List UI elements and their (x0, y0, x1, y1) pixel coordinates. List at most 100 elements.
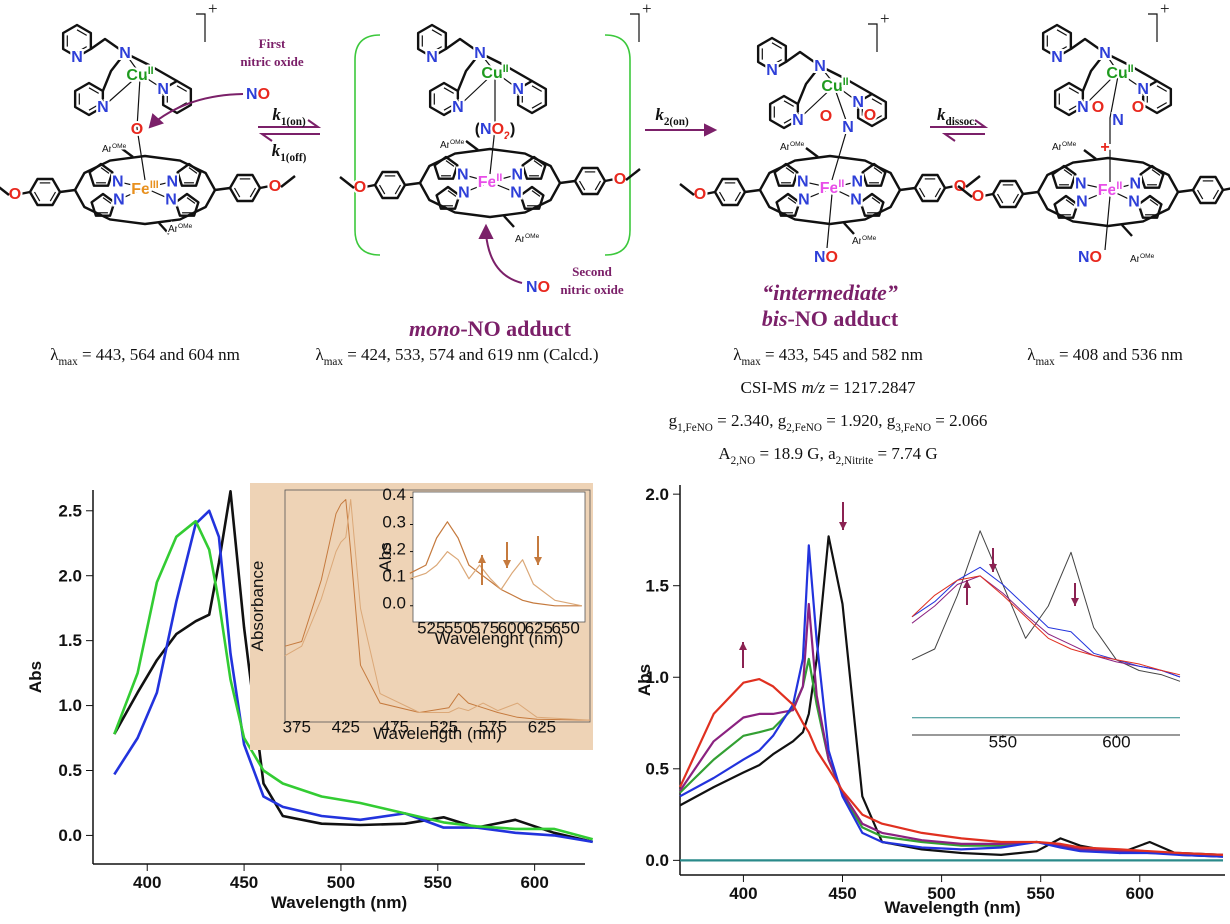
text-run: 2,Nitrite (836, 455, 874, 467)
aryl-label: ArOMe (515, 233, 540, 245)
y-tick-label: 0.3 (382, 512, 406, 531)
figure: NNNNNNNNOONNNNNNNNOONNNNNNNNOONNNNNNNNOO… (0, 0, 1230, 924)
reagent-label: Second (572, 264, 613, 279)
bond (1023, 192, 1038, 194)
text-run: II (148, 65, 154, 77)
text-run: II (1128, 63, 1134, 75)
text-run: O (1090, 249, 1102, 266)
atom-label: N (766, 62, 778, 79)
text-run: OMe (112, 143, 127, 150)
bond (1110, 76, 1118, 182)
atom-label: O (9, 186, 21, 203)
charge-bracket (630, 14, 639, 42)
bond (0, 184, 9, 195)
text-run: m/z (801, 378, 825, 397)
axial-ligand: NO (814, 249, 838, 266)
lambda-max: λmax = 433, 545 and 582 nm (733, 345, 923, 368)
atom-label: N (511, 167, 523, 184)
annotation-arrow (963, 580, 971, 605)
text-run: Fe (820, 180, 839, 197)
bond (560, 181, 575, 183)
y-tick-label: 1.5 (645, 576, 669, 595)
x-axis-label: Wavelength (nm) (271, 893, 407, 912)
text-run: dissoc. (946, 116, 978, 128)
nitrite-atom: O (1132, 99, 1144, 116)
annotation-arrow (1071, 583, 1079, 606)
atom-label: N (1051, 49, 1063, 66)
bond (1122, 225, 1132, 236)
text-run: ) (510, 121, 515, 138)
x-tick-label: 600 (1126, 884, 1154, 903)
charge-bracket (1148, 14, 1157, 42)
aryl-label: ArOMe (1130, 253, 1155, 265)
text-run: 3,FeNO (895, 422, 931, 434)
text-run: O (826, 249, 838, 266)
atom-label: N (798, 192, 810, 209)
arrowhead (739, 642, 747, 650)
atom-label: O (972, 188, 984, 205)
text-run: OMe (1062, 141, 1077, 148)
x-tick-label: 400 (729, 884, 757, 903)
bond (966, 176, 980, 187)
bond (60, 190, 75, 192)
bond (365, 185, 375, 187)
x-tick-label: 550 (989, 732, 1017, 751)
arrowhead (963, 580, 971, 588)
text-run: Fe (1098, 182, 1117, 199)
bracket (355, 35, 380, 255)
text-run: max (741, 356, 761, 368)
text-run: II (1116, 180, 1122, 192)
bond (983, 194, 993, 196)
spectrum-line (680, 545, 1223, 856)
page: { "scheme": { "complexes": [ {"charge": … (0, 0, 1230, 924)
lambda-max: λmax = 443, 564 and 604 nm (50, 345, 240, 368)
lambda-max: λmax = 424, 533, 574 and 619 nm (Calcd.) (315, 345, 598, 368)
bond (745, 190, 760, 192)
y-tick-label: 0.5 (645, 759, 669, 778)
y-tick-label: 2.0 (645, 485, 669, 504)
text-run: N (526, 279, 538, 296)
bracket (605, 35, 630, 255)
text-run: O (538, 279, 550, 296)
aryl-label: ArOMe (168, 223, 193, 235)
aryl-label: ArOMe (780, 141, 805, 153)
axial-ligand: NO (1078, 249, 1102, 266)
charge: + (642, 0, 652, 18)
property: CSI-MS m/z = 1217.2847 (741, 378, 916, 397)
text-run: N (480, 121, 492, 138)
text-run: = 433, 545 and 582 nm (761, 345, 923, 364)
annotation-arrow (739, 642, 747, 668)
charge-bracket (196, 14, 205, 42)
aryl-label: ArOMe (440, 139, 465, 151)
text-run: = 1217.2847 (825, 378, 916, 397)
bridge-label: (NO2) (475, 121, 516, 142)
text-run: OMe (178, 223, 193, 230)
charge: + (208, 0, 218, 18)
atom-label: N (1075, 176, 1087, 193)
y-axis-label: Absorbance (248, 561, 267, 652)
plus-sign: + (1100, 139, 1109, 156)
atom-label: N (166, 174, 178, 191)
atom-label: O (269, 178, 281, 195)
text-run: = 424, 533, 574 and 619 nm (Calcd.) (343, 345, 599, 364)
y-axis-label: Abs (376, 542, 395, 571)
aryl-label: ArOMe (852, 235, 877, 247)
atom-label: N (1077, 99, 1089, 116)
annotation-arrow (839, 502, 847, 530)
y-axis-label: Abs (635, 664, 654, 696)
arrowhead (839, 522, 847, 530)
x-tick-label: 450 (828, 884, 856, 903)
spectrum-line (912, 576, 1180, 677)
text-run: = 18.9 G, a (755, 444, 836, 463)
text-run: OMe (790, 141, 805, 148)
text-run: max (324, 356, 344, 368)
bond (20, 192, 30, 194)
atom-label: N (1137, 81, 1149, 98)
bond (281, 176, 295, 187)
atom-label: N (474, 45, 486, 62)
atom-label: N (1128, 194, 1140, 211)
text-run: “intermediate” (762, 280, 898, 305)
spectrum-line (680, 604, 1223, 855)
text-run: 1(off) (280, 152, 306, 164)
